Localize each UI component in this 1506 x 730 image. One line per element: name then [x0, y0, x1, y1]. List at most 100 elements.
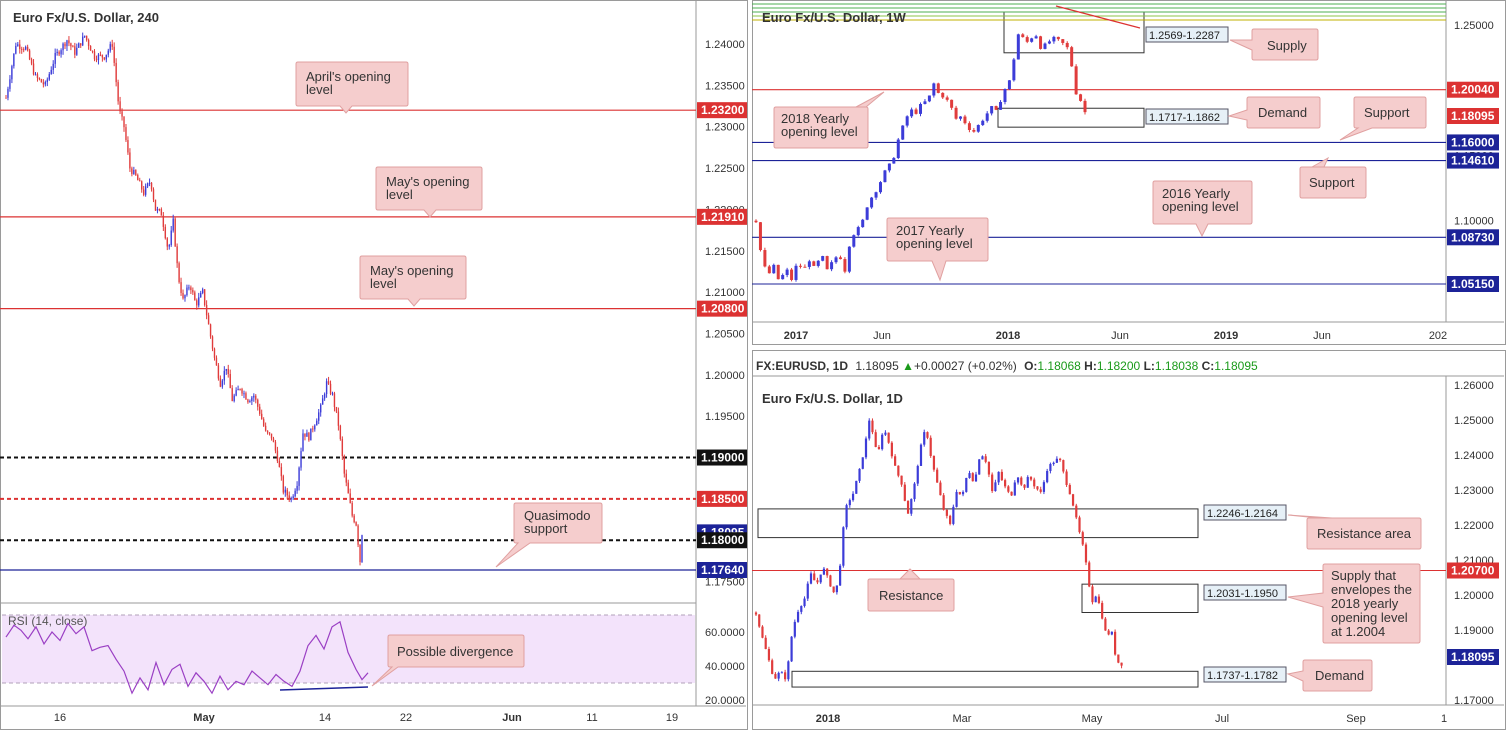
h4-candle: [50, 66, 52, 75]
weekly-candle: [1061, 38, 1065, 46]
daily-candle: [1007, 485, 1010, 494]
svg-text:1.18500: 1.18500: [701, 492, 745, 506]
weekly-x-label: 2019: [1214, 330, 1238, 342]
weekly-candle: [763, 247, 767, 268]
h4-x-label: 14: [319, 712, 331, 724]
h4-candle: [160, 207, 163, 216]
daily-callout-supply-text: Supply that envelopes the 2018 yearly op…: [1331, 568, 1412, 639]
h4-candle: [101, 54, 104, 62]
daily-x-label: Mar: [953, 713, 972, 725]
h4-y-tick: 1.17500: [705, 577, 745, 589]
price-tag: 1.23200: [697, 102, 747, 119]
daily-candle: [1023, 484, 1026, 490]
h4-candle: [296, 481, 298, 494]
h4-chart[interactable]: Euro Fx/U.S. Dollar, 240 1.24000 1.23500 1…: [0, 0, 748, 730]
weekly-x-label: Jun: [1313, 330, 1331, 342]
daily-callout-resistance: Resistance: [867, 568, 955, 612]
h4-candle: [217, 363, 220, 381]
rsi-y-tick: 20.0000: [705, 695, 745, 707]
weekly-callout-yearly-2018-text: 2018 Yearly opening level: [781, 111, 858, 139]
h4-candle: [113, 42, 115, 67]
weekly-callout-support-1-text: Support: [1364, 105, 1410, 120]
h4-candle: [190, 285, 192, 295]
daily-candle: [800, 605, 803, 615]
weekly-candle: [870, 196, 874, 209]
h4-candle: [74, 42, 76, 59]
h4-candle: [251, 395, 253, 406]
h4-candle: [82, 32, 84, 47]
rsi-band: [2, 615, 695, 683]
daily-candle: [761, 625, 764, 639]
daily-candle: [929, 435, 932, 458]
daily-candle: [906, 500, 910, 514]
svg-text:1.20800: 1.20800: [701, 302, 745, 316]
h4-candle: [262, 417, 265, 427]
daily-high-label: H:: [1084, 359, 1097, 373]
h4-candle: [26, 44, 29, 52]
weekly-candle: [1003, 88, 1007, 105]
h4-candle: [111, 39, 113, 50]
weekly-x-label: 2018: [996, 330, 1020, 342]
h4-candle: [288, 491, 290, 502]
daily-candle: [1029, 476, 1033, 482]
h4-candle: [345, 469, 347, 487]
h4-candle: [166, 237, 168, 251]
daily-chart[interactable]: Euro Fx/U.S. Dollar, 1D 1.26000 1.25000 1.…: [752, 375, 1506, 730]
daily-candle: [822, 566, 826, 576]
daily-candle: [978, 458, 981, 475]
daily-candle: [845, 503, 848, 530]
h4-candle: [290, 496, 292, 503]
daily-title: Euro Fx/U.S. Dollar, 1D: [762, 391, 903, 406]
rsi-divergence-line: [279, 686, 369, 691]
svg-text:1.08730: 1.08730: [1451, 230, 1495, 244]
h4-candle: [239, 388, 241, 391]
daily-candle: [1042, 480, 1046, 495]
h4-candle: [142, 185, 145, 197]
callout-quasimodo-text: Quasimodo support: [524, 508, 591, 536]
weekly-candle: [1065, 41, 1069, 50]
h4-candle: [310, 428, 312, 441]
daily-low-label: L:: [1143, 359, 1155, 373]
rsi-series-line: [5, 620, 369, 695]
h4-candle: [11, 64, 13, 84]
h4-candle: [302, 429, 304, 452]
h4-candle: [325, 378, 328, 398]
daily-callout-supply: Supply that envelopes the 2018 yearly op…: [1287, 563, 1421, 644]
h4-candle: [46, 77, 49, 87]
h4-x-label: May: [193, 712, 215, 724]
h4-candle: [176, 243, 178, 268]
callout-april-open: April's opening level: [295, 61, 409, 114]
h4-candle: [30, 57, 33, 66]
daily-candle: [1055, 456, 1058, 464]
h4-candle: [109, 41, 111, 53]
weekly-candle: [754, 219, 758, 223]
weekly-supply-zone: [1003, 11, 1145, 54]
h4-candle: [38, 77, 41, 81]
h4-candle: [270, 433, 273, 441]
daily-candle: [1010, 491, 1013, 496]
daily-y-tick: 1.23000: [1454, 485, 1494, 497]
h4-candle: [148, 178, 151, 187]
h4-candle: [221, 379, 224, 389]
h4-candle: [243, 390, 245, 399]
daily-close: 1.18095: [1214, 359, 1258, 373]
daily-candle: [767, 646, 771, 662]
price-tag: 1.05150: [1447, 276, 1499, 292]
h4-candle: [54, 48, 56, 69]
h4-candle: [40, 78, 43, 83]
weekly-candle: [1079, 93, 1083, 102]
h4-candle: [64, 41, 66, 50]
h4-candle: [70, 42, 72, 51]
weekly-candle: [852, 234, 856, 248]
h4-candle: [249, 399, 251, 403]
weekly-callout-support-2-text: Support: [1309, 175, 1355, 190]
weekly-chart[interactable]: Euro Fx/U.S. Dollar, 1W 1.250001.150001.…: [752, 0, 1506, 345]
h4-candle: [123, 116, 125, 132]
h4-candle: [259, 403, 261, 416]
h4-candle: [274, 439, 277, 454]
daily-candle: [968, 470, 971, 479]
weekly-candle: [910, 107, 914, 118]
daily-candle: [793, 619, 796, 639]
weekly-candle: [798, 263, 802, 269]
daily-candle: [1039, 486, 1042, 494]
